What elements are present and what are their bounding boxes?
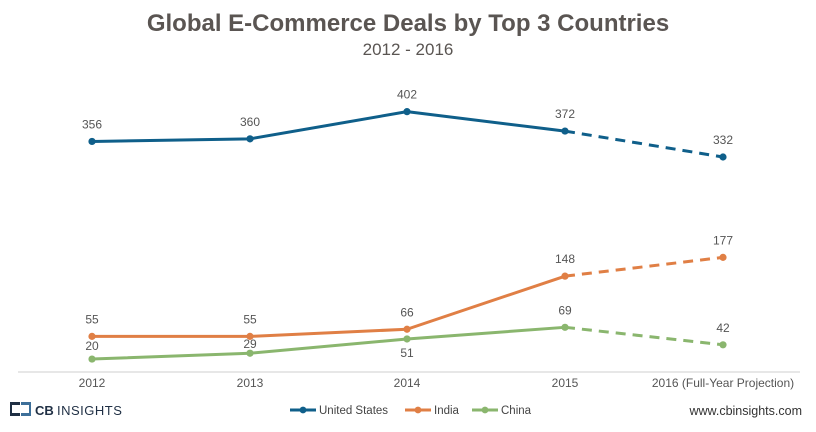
point-united-states-3: [561, 127, 569, 135]
legend-marker-united-states: [299, 406, 307, 414]
x-axis-ticks: 2012 2013 2014 2015 2016 (Full-Year Projecti…: [79, 376, 795, 390]
x-tick-label-3: 2015: [552, 376, 579, 390]
logo-cb-text: CB: [35, 403, 54, 418]
legend-label-united-states: United States: [319, 405, 388, 417]
data-label-india-4: 177: [713, 233, 733, 247]
point-india-2: [403, 325, 411, 333]
data-label-china-0: 20: [85, 339, 99, 353]
point-china-2: [403, 335, 411, 343]
legend-marker-india: [414, 406, 422, 414]
point-united-states-0: [88, 137, 96, 146]
point-india-1: [246, 332, 254, 340]
x-tick-label-4: 2016 (Full-Year Projection): [652, 376, 794, 390]
series-projection-india: [564, 255, 724, 278]
series-projection-united-states: [564, 129, 724, 159]
data-label-united-states-0: 356: [82, 117, 102, 131]
series-line-china: [91, 325, 566, 361]
chart-title: Global E-Commerce Deals by Top 3 Countri…: [147, 10, 669, 37]
data-label-china-2: 51: [400, 346, 414, 360]
logo-insights-text: INSIGHTS: [57, 403, 122, 418]
point-india-3: [561, 272, 569, 280]
cb-logo-icon: [10, 402, 31, 416]
legend-marker-china: [481, 406, 489, 414]
x-tick-label-1: 2013: [237, 376, 264, 390]
data-label-india-3: 148: [555, 252, 575, 266]
data-label-china-4: 42: [716, 321, 730, 335]
chart-subtitle: 2012 - 2016: [363, 40, 454, 59]
point-china-4: [719, 341, 727, 349]
data-label-united-states-3: 372: [555, 107, 575, 121]
series-projection-china: [564, 325, 724, 347]
data-label-china-3: 69: [558, 303, 572, 317]
legend: United States India China: [290, 405, 532, 417]
data-label-united-states-2: 402: [397, 88, 417, 102]
website-url[interactable]: www.cbinsights.com: [688, 404, 802, 418]
point-china-3: [561, 323, 569, 331]
x-tick-label-0: 2012: [79, 376, 106, 390]
data-label-india-2: 66: [400, 305, 414, 319]
series-layer: [88, 108, 727, 363]
point-united-states-4: [719, 153, 727, 161]
legend-label-india: India: [434, 405, 460, 417]
data-label-india-0: 55: [85, 312, 99, 326]
series-line-india: [92, 274, 566, 338]
series-line-united-states: [91, 110, 566, 143]
point-china-1: [246, 349, 254, 357]
point-united-states-1: [246, 135, 254, 143]
x-tick-label-2: 2014: [394, 376, 421, 390]
point-united-states-2: [403, 108, 411, 116]
data-label-china-1: 29: [243, 337, 257, 351]
point-china-0: [88, 355, 96, 363]
data-label-united-states-1: 360: [240, 115, 260, 129]
point-india-4: [719, 253, 727, 261]
point-india-0: [88, 332, 96, 340]
data-labels: 356 360 402 372 332 55 55 66 148 177 20 29 51 69 42: [82, 88, 733, 360]
data-label-india-1: 55: [243, 312, 257, 326]
data-label-united-states-4: 332: [713, 133, 733, 147]
legend-label-china: China: [501, 405, 532, 417]
cb-insights-logo: CB INSIGHTS: [10, 402, 122, 418]
